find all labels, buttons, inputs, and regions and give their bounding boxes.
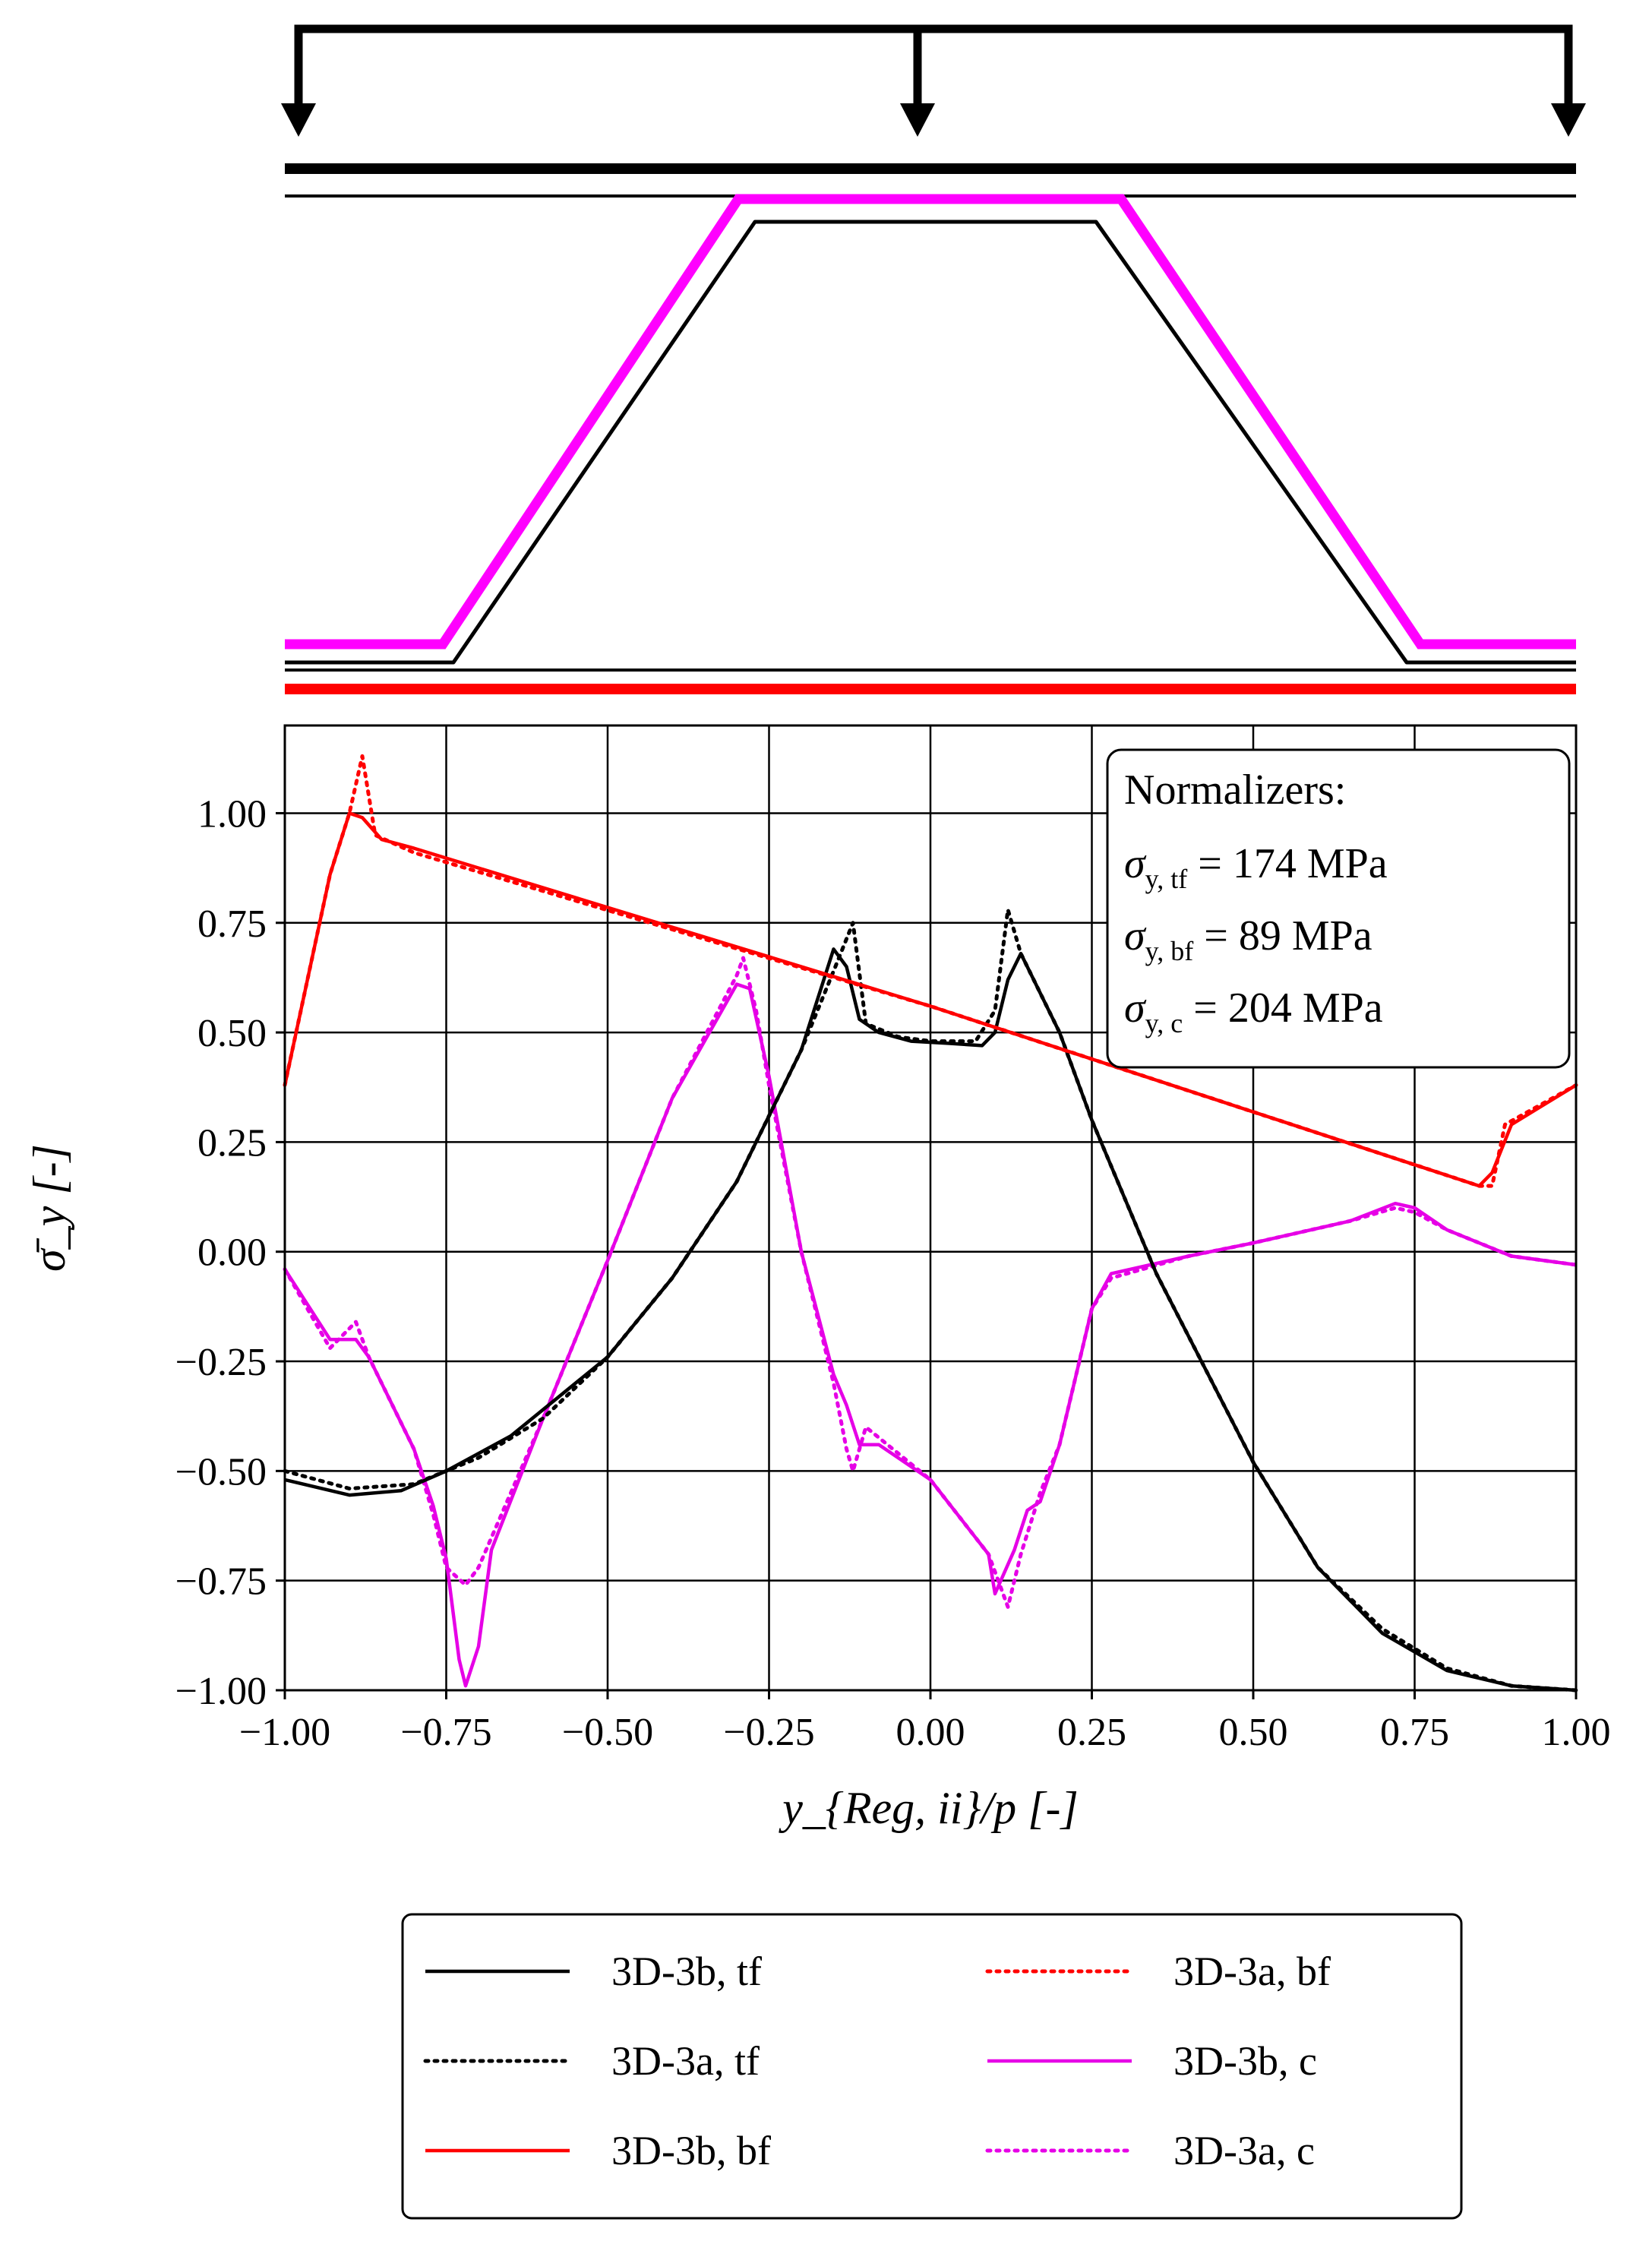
x-tick-label: 0.25 [1057, 1711, 1126, 1754]
y-tick-label: −0.25 [175, 1341, 267, 1384]
normalizers-title: Normalizers: [1124, 766, 1346, 814]
x-tick-labels: −1.00 −0.75 −0.50 −0.25 0.00 0.25 0.50 0.75 1.00 [239, 1711, 1611, 1754]
y-tick-label: 1.00 [197, 792, 267, 836]
core-profile [285, 194, 1576, 650]
x-tick-label: 1.00 [1542, 1711, 1611, 1754]
series-line-3d-3a-c [283, 956, 1578, 1609]
y-tick-label: 0.00 [197, 1231, 267, 1275]
chart: −1.00 −0.75 −0.50 −0.25 0.00 0.25 0.50 0.75 1.00… [24, 724, 1611, 1833]
y-axis-label: σ̄_y [-] [24, 1144, 74, 1272]
legend-label: 3D-3a, tf [611, 2038, 760, 2084]
plot-area-frame [283, 724, 1578, 1692]
legend: 3D-3b, tf 3D-3a, tf 3D-3b, bf 3D-3a, bf 3D-3… [401, 1913, 1463, 2220]
y-tick-label: −0.50 [175, 1450, 267, 1493]
load-arrow-right-head [1551, 103, 1586, 137]
legend-entries: 3D-3b, tf 3D-3a, tf 3D-3b, bf 3D-3a, bf 3D-3… [423, 1949, 1331, 2173]
legend-label: 3D-3b, tf [611, 1949, 762, 1994]
y-tick-label: −1.00 [175, 1670, 267, 1713]
y-tick-label: 0.50 [197, 1012, 267, 1055]
normalizer-tf: σy, tf = 174 MPa [1124, 840, 1388, 894]
legend-label: 3D-3b, c [1173, 2038, 1317, 2084]
normalizer-bf: σy, bf = 89 MPa [1124, 912, 1372, 966]
y-tick-label: 0.25 [197, 1121, 267, 1165]
series-layer [283, 754, 1578, 1693]
x-tick-label: −1.00 [239, 1711, 330, 1754]
load-arrow-center-head [900, 103, 935, 137]
x-tick-label: −0.50 [562, 1711, 653, 1754]
x-tick-label: 0.50 [1219, 1711, 1288, 1754]
x-axis-label: y_{Reg, ii}/p [-] [778, 1783, 1079, 1833]
core-inner-outline [285, 220, 1576, 665]
legend-label: 3D-3b, bf [611, 2128, 771, 2173]
x-tick-label: −0.25 [723, 1711, 814, 1754]
cross-section-diagram [281, 24, 1586, 694]
load-frame [294, 24, 1573, 106]
load-arrows [281, 24, 1586, 137]
series-line-3d-3a-tf [283, 908, 1578, 1693]
legend-label: 3D-3a, c [1173, 2128, 1315, 2173]
y-tick-label: −0.75 [175, 1560, 267, 1604]
series-line-3d-3a-bf [283, 754, 1578, 1188]
y-tick-label: 0.75 [197, 902, 267, 946]
x-tick-label: 0.75 [1380, 1711, 1449, 1754]
normalizer-c: σy, c = 204 MPa [1124, 985, 1383, 1038]
legend-frame [401, 1913, 1463, 2220]
y-tick-labels: −1.00 −0.75 −0.50 −0.25 0.00 0.25 0.50 0.75 1.00 [175, 792, 267, 1713]
legend-label: 3D-3a, bf [1173, 1949, 1331, 1994]
normalizers-box: Normalizers: σy, tf = 174 MPa σy, bf = 8… [1106, 748, 1571, 1069]
normalizers-box-frame [1106, 748, 1571, 1069]
x-tick-label: 0.00 [896, 1711, 965, 1754]
load-arrow-left-head [281, 103, 316, 137]
x-tick-label: −0.75 [400, 1711, 491, 1754]
